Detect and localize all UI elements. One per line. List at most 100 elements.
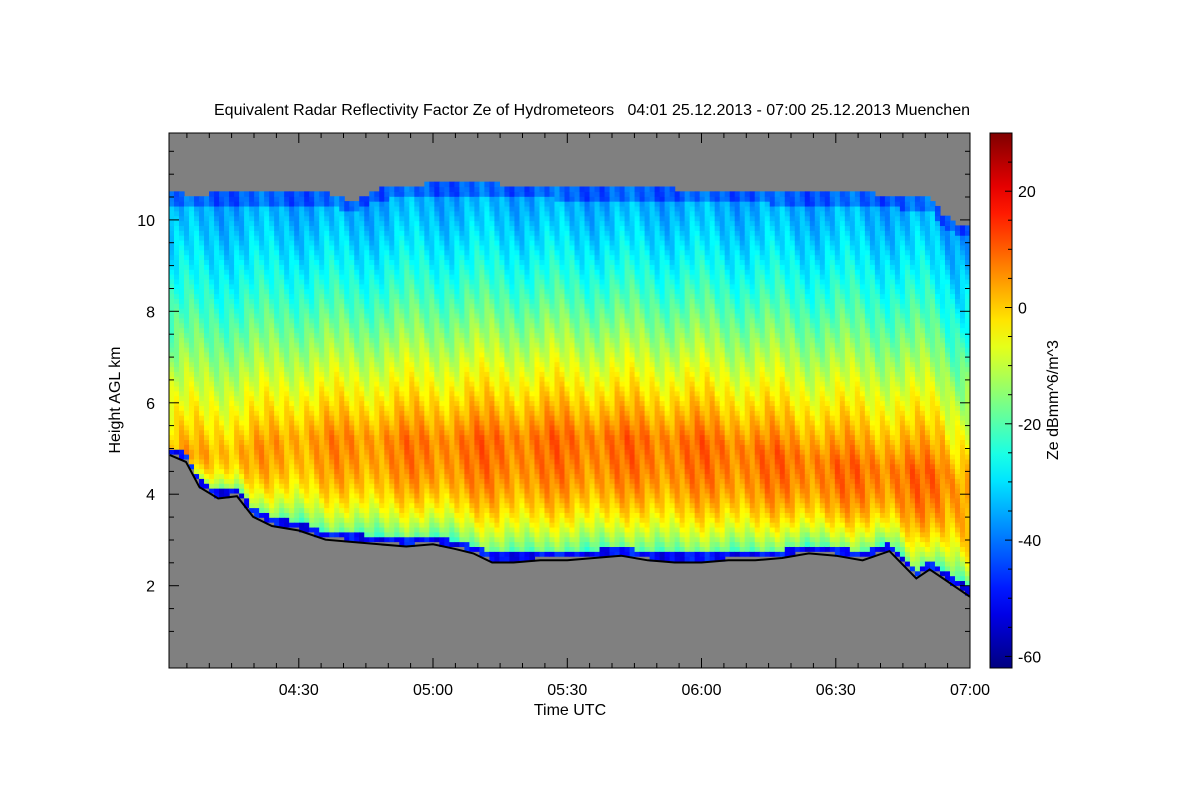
heatmap-cell: [189, 205, 195, 212]
heatmap-cell: [199, 376, 205, 382]
heatmap-cell: [194, 308, 200, 314]
heatmap-cell: [469, 463, 475, 470]
heatmap-cell: [289, 439, 295, 445]
heatmap-cell: [479, 230, 485, 236]
heatmap-cell: [514, 317, 521, 324]
heatmap-cell: [289, 376, 295, 382]
heatmap-cell: [274, 196, 280, 202]
heatmap-cell: [309, 235, 315, 241]
heatmap-cell: [214, 395, 220, 402]
heatmap-cell: [384, 483, 390, 489]
heatmap-cell: [254, 332, 260, 338]
heatmap-cell: [234, 400, 240, 406]
heatmap-cell: [219, 444, 225, 450]
heatmap-cell: [364, 390, 370, 397]
heatmap-cell: [364, 483, 370, 489]
heatmap-cell: [409, 497, 415, 504]
heatmap-cell: [279, 235, 285, 241]
heatmap-cell: [189, 283, 195, 290]
heatmap-cell: [179, 376, 185, 382]
heatmap-cell: [269, 371, 275, 377]
heatmap-cell: [444, 230, 450, 236]
heatmap-cell: [249, 395, 255, 402]
heatmap-cell: [274, 517, 280, 523]
heatmap-cell: [449, 317, 455, 324]
heatmap-cell: [184, 337, 190, 343]
heatmap-cell: [449, 371, 455, 377]
heatmap-cell: [394, 317, 400, 324]
heatmap-cell: [404, 381, 410, 387]
heatmap-cell: [244, 337, 250, 343]
heatmap-cell: [374, 312, 380, 319]
heatmap-cell: [514, 526, 521, 533]
heatmap-cell: [424, 395, 430, 402]
heatmap-cell: [364, 201, 370, 207]
heatmap-cell: [239, 400, 245, 406]
heatmap-cell: [524, 385, 531, 392]
heatmap-cell: [454, 249, 460, 256]
heatmap-cell: [334, 196, 340, 202]
heatmap-cell: [299, 337, 305, 343]
heatmap-cell: [224, 385, 230, 392]
heatmap-cell: [304, 424, 310, 431]
heatmap-cell: [349, 395, 355, 402]
heatmap-cell: [299, 473, 305, 479]
heatmap-cell: [454, 463, 460, 470]
heatmap-cell: [214, 361, 220, 368]
heatmap-cell: [489, 317, 496, 324]
heatmap-cell: [319, 351, 325, 358]
heatmap-cell: [494, 434, 501, 441]
heatmap-cell: [414, 376, 420, 382]
heatmap-cell: [329, 497, 335, 504]
heatmap-cell: [264, 473, 270, 479]
heatmap-cell: [309, 342, 315, 348]
heatmap-cell: [224, 288, 230, 295]
heatmap-cell: [259, 278, 265, 285]
heatmap-cell: [394, 381, 400, 387]
heatmap-cell: [269, 312, 275, 319]
heatmap-cell: [279, 483, 285, 489]
heatmap-cell: [319, 371, 325, 377]
heatmap-cell: [409, 385, 415, 392]
heatmap-cell: [434, 230, 440, 236]
heatmap-cell: [389, 225, 395, 231]
heatmap-cell: [354, 492, 360, 499]
heatmap-cell: [204, 405, 210, 411]
heatmap-cell: [309, 449, 315, 455]
heatmap-cell: [199, 444, 205, 450]
heatmap-cell: [259, 497, 265, 504]
heatmap-cell: [379, 351, 385, 358]
heatmap-cell: [324, 488, 330, 494]
heatmap-cell: [349, 434, 355, 441]
heatmap-cell: [199, 381, 205, 387]
heatmap-cell: [484, 492, 490, 499]
heatmap-cell: [414, 186, 420, 192]
heatmap-cell: [379, 449, 385, 455]
heatmap-cell: [339, 235, 345, 241]
heatmap-cell: [489, 278, 496, 285]
heatmap-cell: [264, 502, 270, 509]
heatmap-cell: [344, 444, 350, 450]
heatmap-cell: [319, 264, 325, 270]
heatmap-cell: [329, 385, 335, 392]
heatmap-cell: [269, 327, 275, 334]
heatmap-cell: [189, 342, 195, 348]
heatmap-cell: [184, 249, 190, 256]
heatmap-cell: [244, 249, 250, 256]
heatmap-cell: [374, 531, 380, 538]
heatmap-cell: [509, 390, 516, 397]
heatmap-cell: [319, 240, 325, 246]
heatmap-cell: [354, 531, 360, 538]
heatmap-cell: [424, 264, 430, 270]
heatmap-cell: [334, 225, 340, 231]
heatmap-cell: [374, 444, 380, 450]
heatmap-cell: [304, 298, 310, 304]
heatmap-cell: [269, 415, 275, 421]
heatmap-cell: [424, 201, 430, 207]
heatmap-cell: [494, 376, 501, 382]
heatmap-cell: [209, 235, 215, 241]
heatmap-cell: [439, 507, 445, 513]
heatmap-cell: [214, 240, 220, 246]
heatmap-cell: [179, 220, 185, 227]
heatmap-cell: [394, 347, 400, 353]
